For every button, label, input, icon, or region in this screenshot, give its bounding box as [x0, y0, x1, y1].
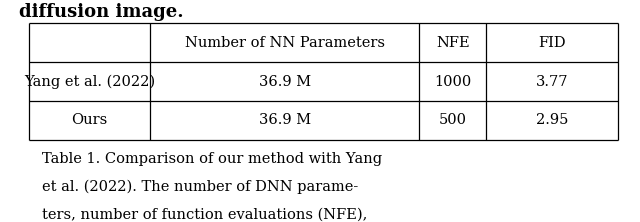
Text: NFE: NFE: [436, 36, 470, 50]
Text: 36.9 M: 36.9 M: [259, 113, 311, 127]
Text: diffusion image.: diffusion image.: [19, 3, 184, 21]
Text: 2.95: 2.95: [536, 113, 568, 127]
Text: ters, number of function evaluations (NFE),: ters, number of function evaluations (NF…: [42, 208, 367, 222]
Text: 500: 500: [439, 113, 467, 127]
Text: 36.9 M: 36.9 M: [259, 75, 311, 89]
Text: Ours: Ours: [72, 113, 108, 127]
Text: Table 1. Comparison of our method with Yang: Table 1. Comparison of our method with Y…: [42, 152, 381, 166]
Text: 3.77: 3.77: [536, 75, 568, 89]
Text: et al. (2022). The number of DNN parame-: et al. (2022). The number of DNN parame-: [42, 180, 358, 194]
Text: 1000: 1000: [434, 75, 472, 89]
Text: Number of NN Parameters: Number of NN Parameters: [185, 36, 385, 50]
Text: Yang et al. (2022): Yang et al. (2022): [24, 74, 155, 89]
Text: FID: FID: [538, 36, 566, 50]
